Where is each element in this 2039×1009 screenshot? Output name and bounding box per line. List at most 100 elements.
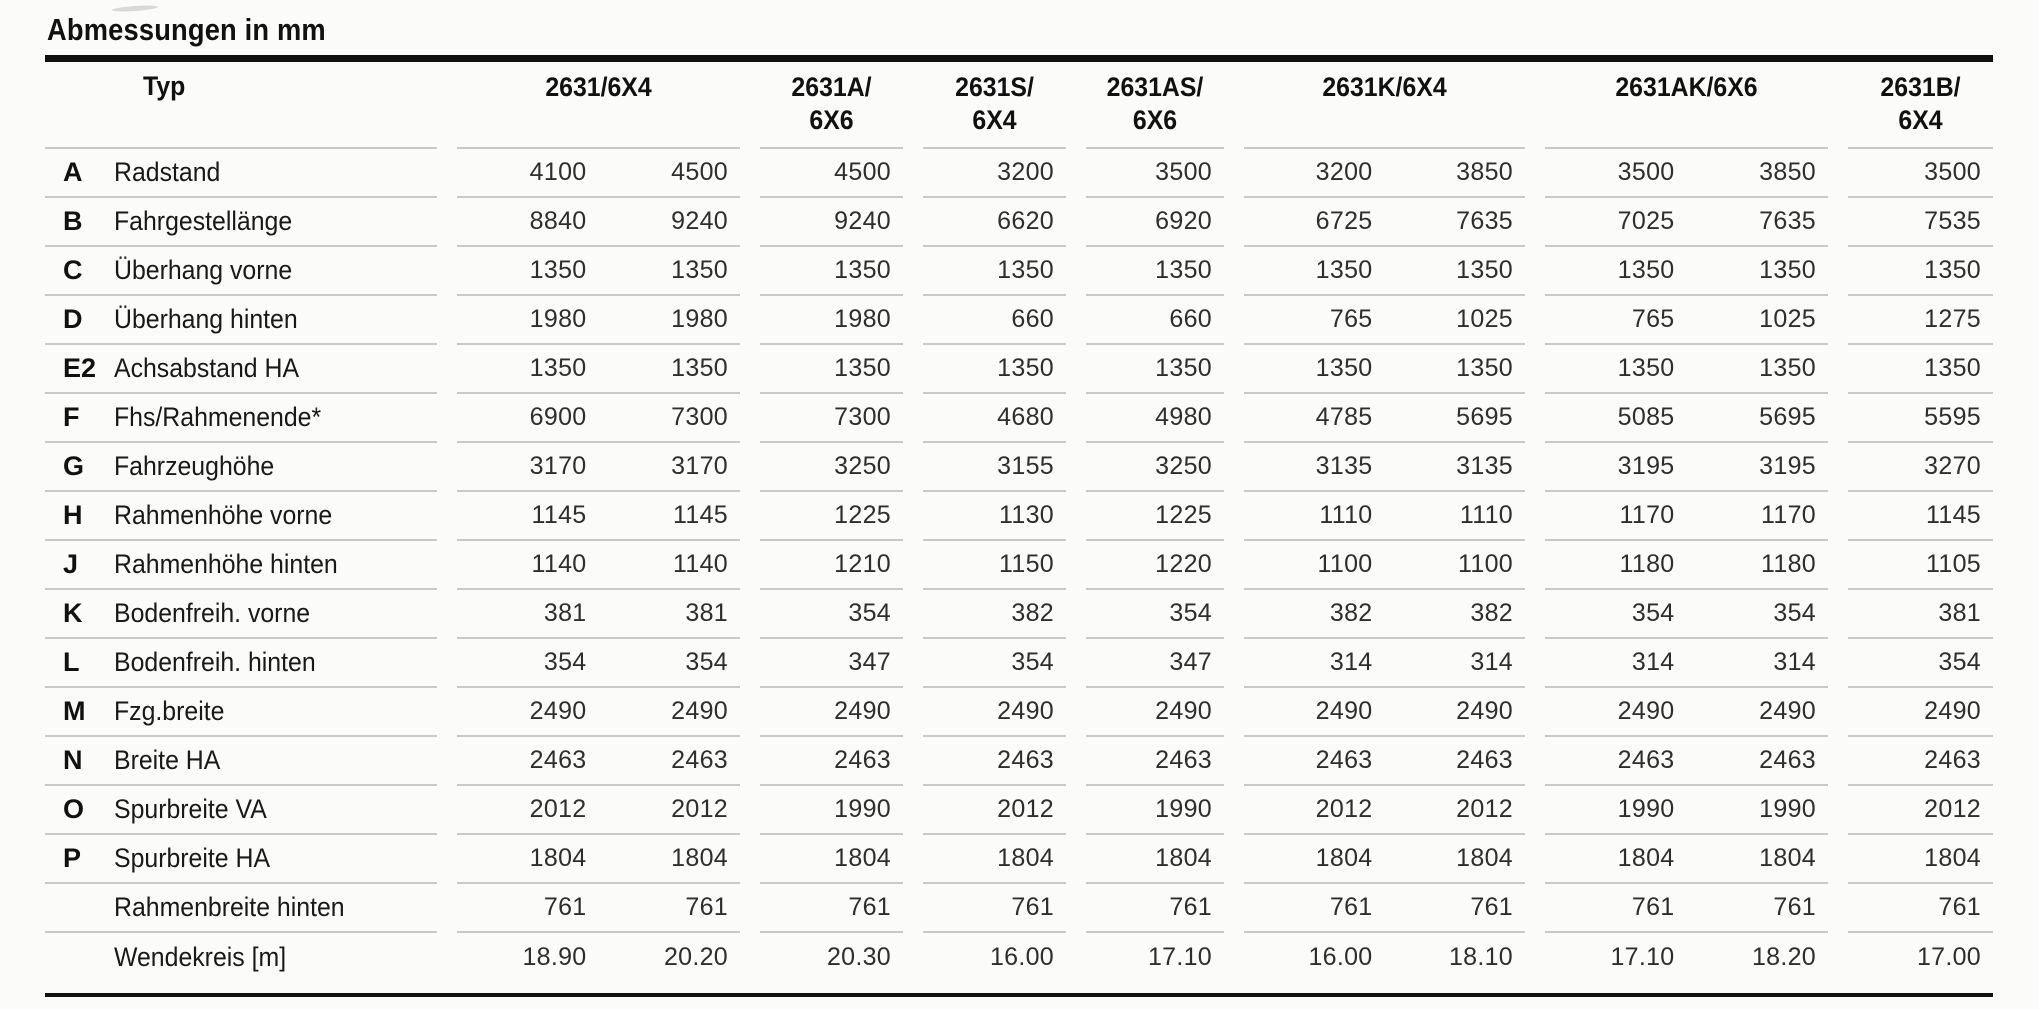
cell-value: 347: [1169, 648, 1212, 676]
table-row: B Fahrgestellänge 8840 9240 9240 6620 6920…: [45, 198, 1993, 247]
value-group-2631s-6x4: 1350: [923, 247, 1066, 296]
cell-value: 1804: [1617, 844, 1675, 872]
row-label-cell: B Fahrgestellänge: [45, 198, 437, 247]
cell-value: 4500: [671, 158, 728, 186]
cell-value: 761: [1938, 893, 1981, 921]
cell-value: 1350: [671, 256, 728, 284]
value-group-2631b-6x4: 3270: [1848, 443, 1993, 492]
value-group-2631b-6x4: 354: [1848, 639, 1993, 688]
cell-value: 2463: [529, 746, 587, 774]
cell-value: 765: [1329, 305, 1373, 333]
value-group-2631a-6x6: 354: [760, 590, 903, 639]
row-label-cell: D Überhang hinten: [45, 296, 437, 345]
row-label-cell: E2 Achsabstand HA: [45, 345, 437, 394]
cell-value: 2012: [997, 795, 1054, 823]
row-label-cell: L Bodenfreih. hinten: [45, 639, 437, 688]
cell-value: 1350: [1759, 354, 1816, 382]
table-row: Wendekreis [m] 18.90 20.20 20.30 16.00 17…: [45, 933, 1993, 982]
cell-value: 2012: [529, 795, 587, 823]
cell-value: 1105: [1926, 550, 1981, 578]
table-row: P Spurbreite HA 1804 1804 1804 1804 1804 1…: [45, 835, 1993, 884]
cell-value: 1350: [1456, 256, 1513, 284]
value-group-2631a-6x6: 1350: [760, 345, 903, 394]
value-group-2631ak-6x6: 1170 1170: [1545, 492, 1828, 541]
column-header-2631as-6x6: 2631AS/ 6X6: [1086, 62, 1224, 149]
cell-value: 2490: [529, 697, 587, 725]
cell-value: 1350: [1617, 256, 1675, 284]
row-code: F: [63, 402, 80, 432]
value-group-2631as-6x6: 347: [1086, 639, 1224, 688]
row-label: Überhang hinten: [114, 304, 298, 334]
row-label: Überhang vorne: [114, 255, 293, 285]
cell-value: 5695: [1456, 403, 1513, 431]
cell-value: 1350: [834, 256, 891, 284]
value-group-2631k-6x4: 1350 1350: [1244, 247, 1525, 296]
value-group-2631b-6x4: 17.00: [1848, 933, 1993, 982]
cell-value: 314: [1470, 648, 1513, 676]
cell-value: 1804: [1315, 844, 1373, 872]
cell-value: 1350: [834, 354, 891, 382]
cell-value: 1180: [1761, 550, 1816, 578]
cell-value: 1170: [1619, 501, 1675, 529]
value-group-2631-6x4: 4100 4500: [457, 149, 740, 198]
value-group-2631k-6x4: 765 1025: [1244, 296, 1525, 345]
cell-value: 1350: [997, 354, 1054, 382]
cell-value: 1150: [999, 550, 1054, 578]
row-label: Fahrgestellänge: [114, 206, 293, 236]
cell-value: 5695: [1759, 403, 1816, 431]
row-label: Spurbreite VA: [114, 794, 267, 824]
cell-value: 1990: [1617, 795, 1675, 823]
value-group-2631s-6x4: 354: [923, 639, 1066, 688]
cell-value: 4500: [834, 158, 891, 186]
cell-value: 7025: [1617, 207, 1675, 235]
cell-value: 1990: [834, 795, 891, 823]
cell-value: 3155: [997, 452, 1054, 480]
cell-value: 1350: [997, 256, 1054, 284]
cell-value: 7535: [1924, 207, 1981, 235]
value-group-2631k-6x4: 761 761: [1244, 884, 1525, 933]
value-group-2631k-6x4: 4785 5695: [1244, 394, 1525, 443]
value-group-2631b-6x4: 1804: [1848, 835, 1993, 884]
cell-value: 382: [1329, 599, 1373, 627]
cell-value: 2463: [997, 746, 1054, 774]
column-header-label: 2631B/ 6X4: [1880, 72, 1961, 135]
value-group-2631s-6x4: 6620: [923, 198, 1066, 247]
value-group-2631ak-6x6: 761 761: [1545, 884, 1828, 933]
cell-value: 17.10: [1147, 943, 1212, 971]
cell-value: 1110: [1459, 501, 1513, 529]
cell-value: 1990: [1155, 795, 1212, 823]
value-group-2631ak-6x6: 17.10 18.20: [1545, 933, 1828, 982]
cell-value: 3195: [1617, 452, 1675, 480]
row-label: Rahmenhöhe vorne: [114, 500, 333, 530]
cell-value: 1140: [673, 550, 728, 578]
row-label: Fzg.breite: [114, 696, 225, 726]
cell-value: 3135: [1456, 452, 1513, 480]
value-group-2631k-6x4: 1110 1110: [1244, 492, 1525, 541]
value-group-2631as-6x6: 3500: [1086, 149, 1224, 198]
cell-value: 354: [1011, 648, 1054, 676]
cell-value: 5085: [1617, 403, 1675, 431]
row-label: Radstand: [114, 157, 221, 187]
value-group-2631s-6x4: 16.00: [923, 933, 1066, 982]
row-code: D: [63, 304, 83, 334]
value-group-2631s-6x4: 1350: [923, 345, 1066, 394]
cell-value: 3250: [834, 452, 891, 480]
column-header-label: 2631A/ 6X6: [791, 72, 872, 135]
value-group-2631-6x4: 1140 1140: [457, 541, 740, 590]
value-group-2631s-6x4: 1150: [923, 541, 1066, 590]
cell-value: 3200: [1315, 158, 1373, 186]
value-group-2631-6x4: 1350 1350: [457, 345, 740, 394]
cell-value: 314: [1773, 648, 1816, 676]
cell-value: 1350: [1315, 354, 1373, 382]
value-group-2631as-6x6: 1350: [1086, 247, 1224, 296]
value-group-2631a-6x6: 9240: [760, 198, 903, 247]
cell-value: 2490: [671, 697, 728, 725]
value-group-2631as-6x6: 1220: [1086, 541, 1224, 590]
cell-value: 2012: [1315, 795, 1373, 823]
row-label: Bodenfreih. hinten: [114, 647, 316, 677]
value-group-2631ak-6x6: 5085 5695: [1545, 394, 1828, 443]
cell-value: 3270: [1924, 452, 1981, 480]
value-group-2631-6x4: 2490 2490: [457, 688, 740, 737]
cell-value: 2490: [1155, 697, 1212, 725]
cell-value: 1350: [1924, 256, 1981, 284]
